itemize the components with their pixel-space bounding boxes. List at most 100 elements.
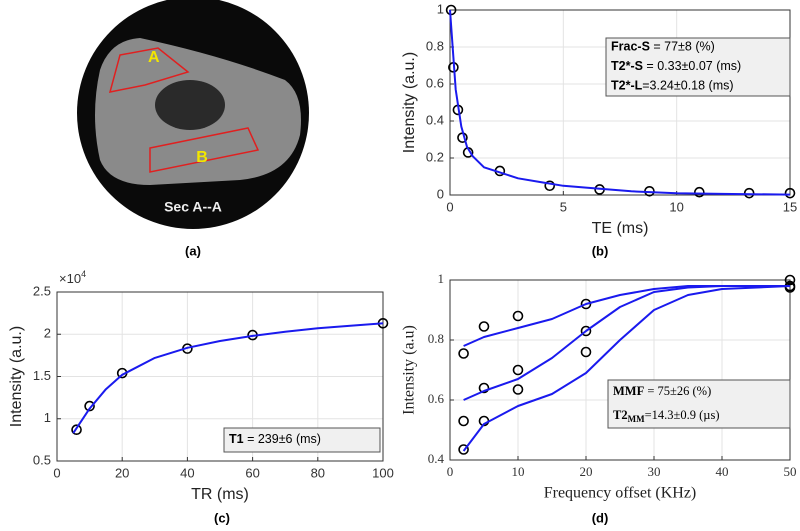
y-tick-label: 0.6 <box>426 75 444 90</box>
annotation-bold: T2*-S <box>611 59 643 73</box>
axes-frame <box>56 291 384 462</box>
x-tick-label: 80 <box>311 465 325 480</box>
annotation: Frac-S = 77±8 (%) <box>611 40 715 54</box>
annotation: T2MM=14.3±0.9 (µs) <box>613 408 720 424</box>
annotation-text: =14.3±0.9 (µs) <box>645 408 720 422</box>
x-tick-label: 100 <box>372 465 394 480</box>
y-tick-label: 1 <box>438 271 445 286</box>
fit-line <box>463 285 790 401</box>
data-point <box>580 325 592 337</box>
annotation-box <box>223 427 381 453</box>
y-tick-label: 0.4 <box>428 451 445 466</box>
annotation-sub: MM <box>628 414 645 424</box>
cavity <box>155 80 225 130</box>
annotation-text: = 77±8 (%) <box>650 40 715 54</box>
x-axis-label: TR (ms) <box>191 486 249 503</box>
annotation-text: = 0.33±0.07 (ms) <box>643 59 741 73</box>
data-point <box>580 298 592 310</box>
annotation: T2*-S = 0.33±0.07 (ms) <box>611 59 741 73</box>
y-tick-label: 0.6 <box>428 391 445 406</box>
y-tick-label: 0.8 <box>428 331 444 346</box>
axes-frame <box>449 9 791 196</box>
data-point <box>458 348 469 359</box>
y-tick-label: 0.2 <box>426 149 444 164</box>
y-multiplier-base: ×10 <box>59 271 81 286</box>
y-axis-label: Intensity (a.u) <box>401 325 418 415</box>
data-point <box>458 415 469 427</box>
y-tick-label: 1 <box>437 1 444 16</box>
y-tick-label: 1.5 <box>33 368 51 383</box>
annotation-text: = 75±26 (%) <box>644 384 711 398</box>
fit-line <box>462 285 791 452</box>
panel-label: (a) <box>185 243 201 258</box>
x-axis-label: Frequency offset (KHz) <box>544 485 697 502</box>
y-tick-label: 1 <box>44 410 51 425</box>
annotation-box <box>605 37 791 97</box>
x-tick-label: 0 <box>446 199 453 214</box>
data-point <box>544 180 556 192</box>
annotation-bold: Frac-S <box>611 40 650 54</box>
roi-label: A <box>148 49 160 66</box>
y-tick-label: 2 <box>44 326 51 341</box>
data-point <box>784 282 796 293</box>
data-point <box>478 382 490 394</box>
x-tick-label: 10 <box>512 464 525 479</box>
chart: 0 10 20 30 40 50 0.4 0.6 0.8 1 Frequency offset (K… <box>401 271 797 502</box>
annotation-text: = 239±6 (ms) <box>244 432 321 446</box>
annotation-text: =3.24±0.18 (ms) <box>642 79 733 93</box>
panel-label: (c) <box>214 510 230 525</box>
data-point <box>84 400 95 412</box>
annotation: MMF = 75±26 (%) <box>613 384 711 398</box>
data-point <box>580 346 592 358</box>
y-axis-label: Intensity (a.u.) <box>401 52 418 153</box>
data-point <box>478 321 490 332</box>
annotation-box <box>607 379 791 429</box>
axes-frame <box>449 279 791 461</box>
annotation: T2*-L=3.24±0.18 (ms) <box>611 79 734 93</box>
x-axis-label: TE (ms) <box>592 220 649 237</box>
data-point <box>71 424 82 436</box>
image-caption: Sec A--A <box>164 199 222 215</box>
mri-image: A B Sec A--A <box>77 0 309 229</box>
annotation-bold: MMF <box>613 384 645 398</box>
y-tick-label: 0.4 <box>426 112 444 127</box>
x-tick-label: 20 <box>115 465 129 480</box>
y-tick-label: 2.5 <box>33 283 51 298</box>
x-tick-label: 30 <box>648 464 661 479</box>
data-point <box>512 384 524 395</box>
data-point <box>512 364 524 376</box>
annotation-bold: T1 <box>229 432 244 446</box>
x-tick-label: 15 <box>783 199 797 214</box>
panel-label: (b) <box>592 243 609 258</box>
x-tick-label: 50 <box>784 464 797 479</box>
roi-label: B <box>196 149 208 166</box>
x-tick-label: 0 <box>53 465 60 480</box>
fit-line <box>72 322 384 434</box>
roi-a <box>108 47 190 93</box>
plot-area <box>450 280 790 460</box>
panel-label: (d) <box>592 510 609 525</box>
x-tick-label: 60 <box>245 465 259 480</box>
x-tick-label: 5 <box>560 199 567 214</box>
x-tick-label: 0 <box>447 464 454 479</box>
fit-line <box>449 9 791 196</box>
y-tick-label: 0 <box>437 186 444 201</box>
data-point <box>512 310 524 322</box>
chart: 0 5 10 15 0 0.2 0.4 0.6 0.8 1 TE (ms) Intensity (a.… <box>401 1 797 237</box>
x-tick-label: 40 <box>716 464 729 479</box>
chart: 0 20 40 60 80 100 0.5 1 1.5 2 2.5 TR (ms) Intensity … <box>8 269 394 503</box>
y-multiplier: ×104 <box>59 269 86 286</box>
y-multiplier-exponent: 4 <box>81 269 86 279</box>
y-tick-label: 0.5 <box>33 452 51 467</box>
annotation-bold: T2 <box>613 408 628 422</box>
y-tick-label: 0.8 <box>426 38 444 53</box>
roi-b <box>149 127 260 173</box>
x-tick-label: 20 <box>580 464 593 479</box>
annotation: T1 = 239±6 (ms) <box>229 432 321 446</box>
y-axis-label: Intensity (a.u.) <box>8 326 25 427</box>
annotation-bold: T2*-L <box>611 79 643 93</box>
data-point <box>784 274 796 286</box>
data-point <box>694 186 705 198</box>
data-point <box>784 187 796 199</box>
